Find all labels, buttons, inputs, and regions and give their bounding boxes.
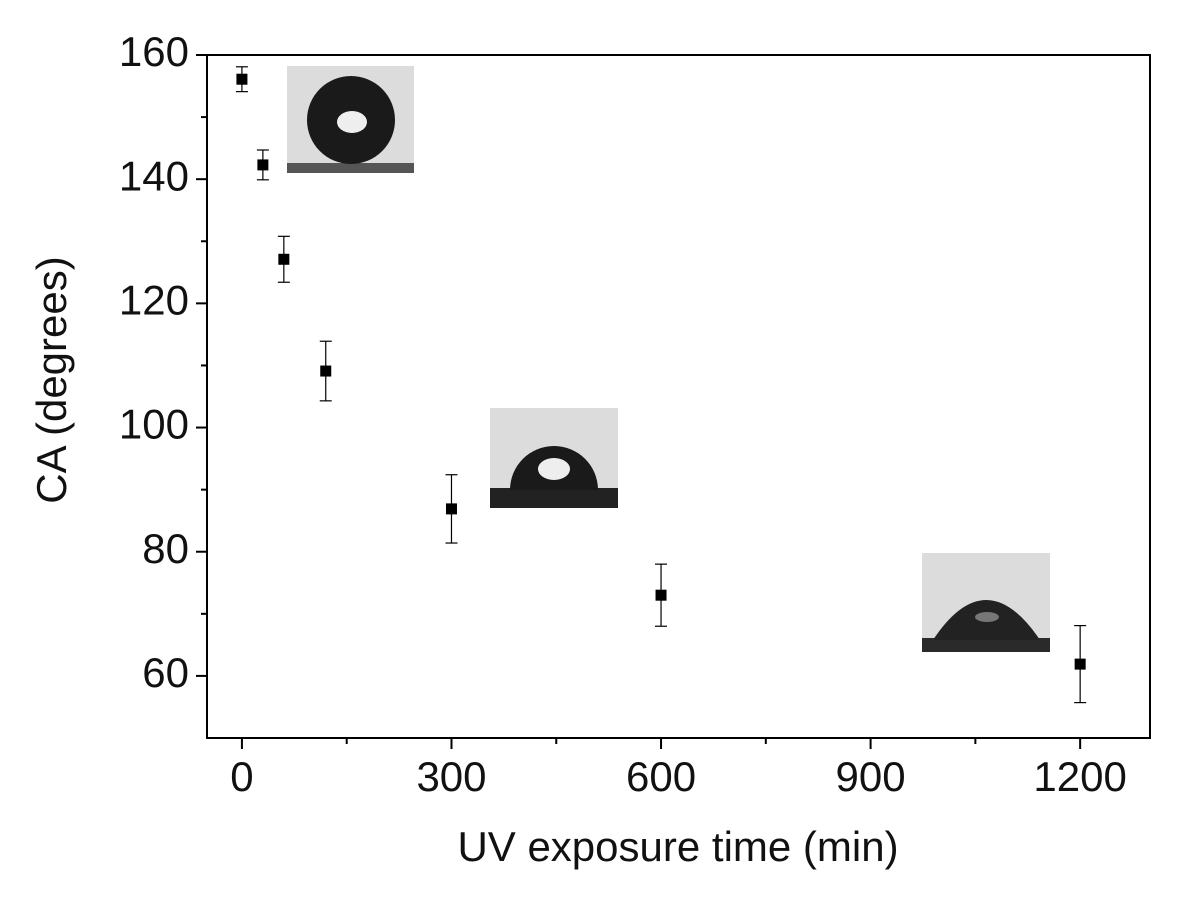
y-tick-label: 140	[119, 152, 189, 199]
point	[655, 589, 667, 601]
point	[1074, 658, 1086, 670]
y-tick-label: 160	[119, 28, 189, 75]
y-tick-label: 80	[142, 525, 189, 572]
x-tick-label: 300	[416, 753, 486, 800]
y-tick-label: 60	[142, 649, 189, 696]
y-tick-label: 100	[119, 401, 189, 448]
point	[257, 159, 269, 171]
droplet-inset	[287, 66, 414, 173]
droplet-inset	[922, 553, 1050, 652]
x-axis-label: UV exposure time (min)	[457, 823, 898, 870]
x-tick-label: 1200	[1033, 753, 1126, 800]
x-tick-label: 0	[230, 753, 253, 800]
point	[278, 253, 290, 265]
x-tick-label: 600	[626, 753, 696, 800]
point	[320, 365, 332, 377]
y-axis-label: CA (degrees)	[28, 256, 75, 503]
x-tick-label: 900	[836, 753, 906, 800]
plot-frame	[206, 54, 1151, 739]
droplet-inset	[490, 408, 618, 508]
point	[445, 503, 457, 515]
point	[236, 73, 248, 85]
y-tick-label: 120	[119, 276, 189, 323]
